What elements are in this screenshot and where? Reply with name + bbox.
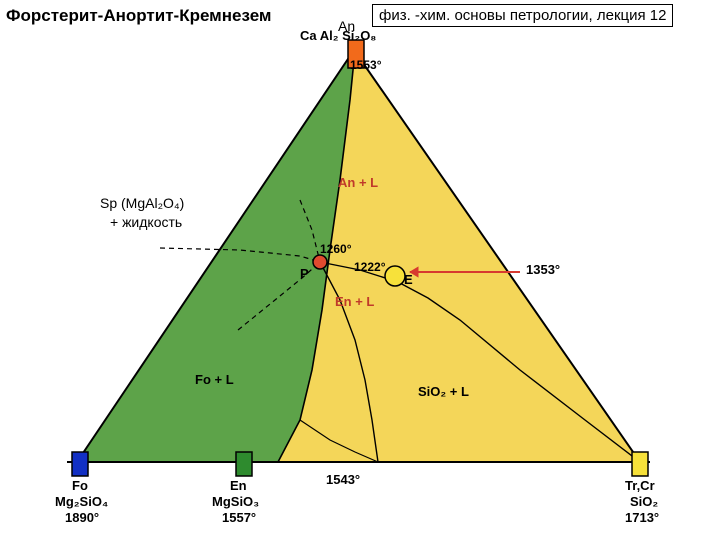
label-En_temp: 1557° bbox=[222, 510, 256, 525]
marker-Fo_marker bbox=[72, 452, 88, 476]
label-P_lbl: P bbox=[300, 266, 309, 281]
label-Fo_lbl: Fo bbox=[72, 478, 88, 493]
label-AnL: An + L bbox=[338, 175, 378, 190]
marker-Tr_marker bbox=[632, 452, 648, 476]
label-t1260: 1260° bbox=[320, 242, 352, 256]
label-t1543: 1543° bbox=[326, 472, 360, 487]
label-t1222: 1222° bbox=[354, 260, 386, 274]
label-En_formula: MgSiO₃ bbox=[212, 494, 259, 509]
label-FoL: Fo + L bbox=[195, 372, 234, 387]
label-An_temp: 1553° bbox=[350, 58, 382, 72]
marker-En_marker bbox=[236, 452, 252, 476]
label-SiO2L: SiO₂ + L bbox=[418, 384, 469, 399]
label-Fo_formula: Mg₂SiO₄ bbox=[55, 494, 108, 509]
label-Tr_formula: SiO₂ bbox=[630, 494, 658, 509]
marker-P_point bbox=[313, 255, 327, 269]
label-En_lbl: En bbox=[230, 478, 247, 493]
label-t1353: 1353° bbox=[526, 262, 560, 277]
marker-E_point bbox=[385, 266, 405, 286]
label-Fo_temp: 1890° bbox=[65, 510, 99, 525]
label-E_lbl: E bbox=[404, 272, 413, 287]
label-EnL: En + L bbox=[335, 294, 374, 309]
label-Tr_temp: 1713° bbox=[625, 510, 659, 525]
label-Tr_lbl: Tr,Cr bbox=[625, 478, 655, 493]
slide-root: { "title": "Форстерит-Анортит-Кремнезем"… bbox=[0, 0, 720, 540]
label-An_formula: Ca Al₂ Si₂O₈ bbox=[300, 28, 376, 43]
label-Sp_text1: Sp (MgAl₂O₄) bbox=[100, 195, 184, 211]
label-Sp_text2: + жидкость bbox=[110, 214, 182, 230]
